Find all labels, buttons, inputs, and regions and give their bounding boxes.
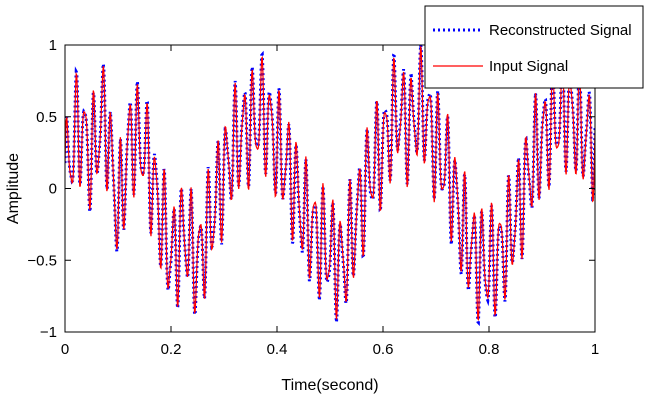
legend: Reconstructed Signal Input Signal [424, 5, 644, 89]
legend-label-2: Input Signal [489, 58, 568, 75]
series-layer [65, 45, 595, 327]
x-tick-label: 0.2 [161, 341, 182, 358]
legend-label-1: Reconstructed Signal [489, 22, 632, 39]
y-axis-label: Amplitude [5, 153, 22, 224]
y-tick-label: 0 [49, 181, 57, 198]
x-tick-label: 1 [591, 341, 599, 358]
y-tick-label: 1 [49, 37, 57, 54]
x-tick-label: 0 [61, 341, 69, 358]
x-tick-label: 0.6 [373, 341, 394, 358]
y-tick-label: −0.5 [27, 252, 57, 269]
y-tick-label: −1 [40, 324, 57, 341]
ticks-layer: 0 0.2 0.4 0.6 0.8 1 −1 −0.5 0 0.5 1 [27, 37, 599, 358]
legend-box [424, 5, 644, 89]
y-tick-label: 0.5 [36, 109, 57, 126]
x-tick-label: 0.4 [267, 341, 288, 358]
x-tick-label: 0.8 [479, 341, 500, 358]
x-axis-label: Time(second) [281, 377, 378, 394]
series-line-2 [65, 46, 595, 322]
